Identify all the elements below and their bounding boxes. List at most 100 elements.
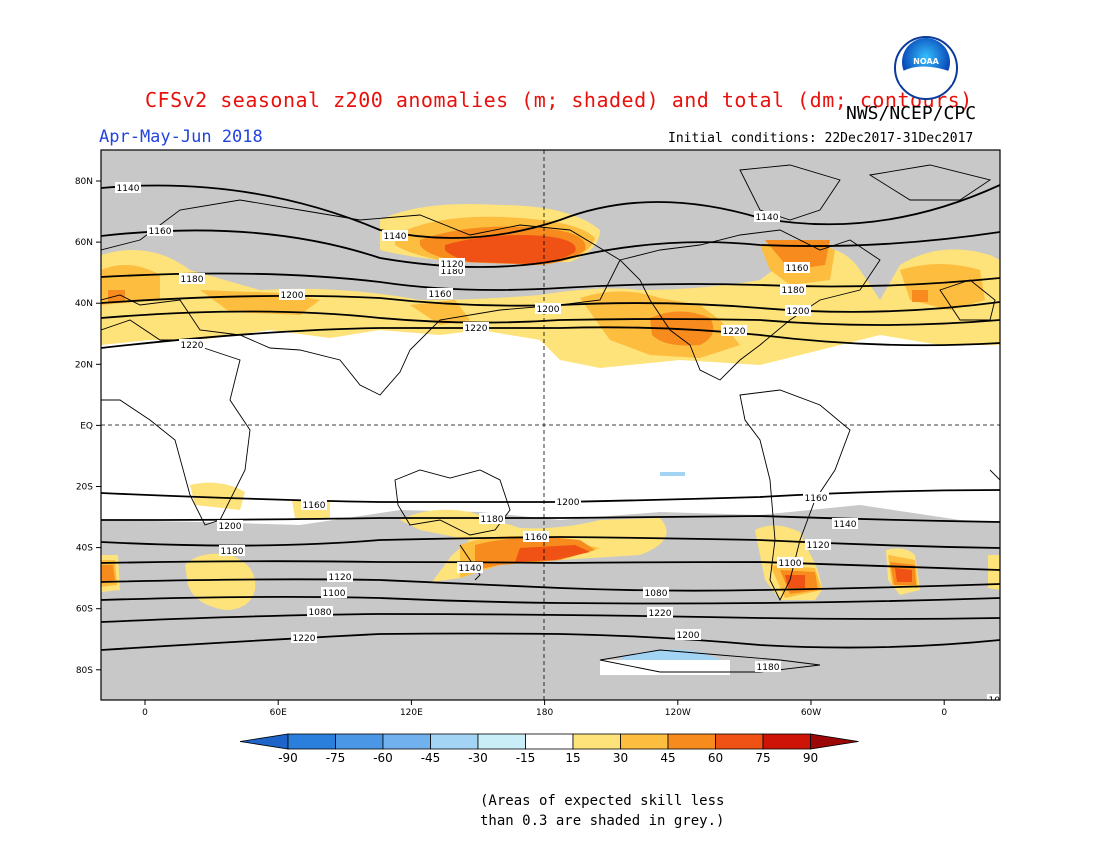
svg-text:1160: 1160: [149, 227, 172, 237]
lat-tick-label: 80N: [75, 177, 93, 187]
svg-text:1140: 1140: [384, 232, 407, 242]
svg-text:1100: 1100: [323, 589, 346, 599]
contour-label: 1220: [647, 607, 673, 619]
latitude-axis: 80N 60N 40N 20N EQ 20S 40S 60S 80S: [75, 177, 101, 676]
svg-text:1200: 1200: [281, 291, 304, 301]
svg-text:1120: 1120: [329, 573, 352, 583]
contour-label: 1160: [147, 225, 173, 237]
svg-text:1140: 1140: [459, 564, 482, 574]
svg-text:1200: 1200: [677, 631, 700, 641]
contour-label: 1120: [439, 258, 465, 270]
colorbar-label: -75: [326, 751, 346, 765]
svg-text:1220: 1220: [465, 324, 488, 334]
contour-label: 1180: [780, 284, 806, 296]
svg-text:1200: 1200: [787, 307, 810, 317]
colorbar: -90 -75 -60 -45 -30 -15 15 30 45 60 75 90: [239, 733, 859, 765]
contour-label: 1100: [777, 557, 803, 569]
svg-text:1140: 1140: [756, 213, 779, 223]
contour-label: 1200: [217, 520, 243, 532]
colorbar-arrow-right: [810, 733, 859, 750]
colorbar-segment: [525, 733, 574, 750]
svg-text:1160: 1160: [525, 533, 548, 543]
colorbar-label: -60: [373, 751, 393, 765]
contour-label: 1140: [754, 211, 780, 223]
colorbar-label: -90: [278, 751, 298, 765]
contour-label: 1140: [382, 230, 408, 242]
svg-text:1160: 1160: [303, 501, 326, 511]
colorbar-label: -15: [516, 751, 536, 765]
svg-text:1180: 1180: [481, 515, 504, 525]
longitude-axis: 0 60E 120E 180 120W 60W 0: [142, 700, 947, 718]
colorbar-label: 60: [708, 751, 723, 765]
svg-text:1200: 1200: [537, 305, 560, 315]
svg-text:1200: 1200: [557, 498, 580, 508]
contour-label: 1100: [321, 587, 347, 599]
lat-tick-label: 60N: [75, 238, 93, 248]
svg-text:1080: 1080: [645, 589, 668, 599]
forecast-period: Apr-May-Jun 2018: [99, 127, 263, 147]
contour-label: 1180: [179, 273, 205, 285]
initial-conditions: Initial conditions: 22Dec2017-31Dec2017: [668, 131, 974, 146]
contour-label: 1160: [301, 499, 327, 511]
svg-text:1180: 1180: [221, 547, 244, 557]
contour-label: 1180: [755, 661, 781, 673]
contour-label: 1160: [427, 288, 453, 300]
contour-label: 1200: [555, 496, 581, 508]
svg-text:1120: 1120: [807, 541, 830, 551]
colorbar-label: 75: [755, 751, 770, 765]
svg-text:1080: 1080: [989, 696, 1012, 706]
colorbar-segment: [477, 733, 526, 750]
logo-text: NOAA: [913, 57, 939, 66]
lat-tick-label: 20N: [75, 360, 93, 370]
contour-label: 1220: [291, 632, 317, 644]
svg-text:1200: 1200: [219, 522, 242, 532]
svg-text:1180: 1180: [782, 286, 805, 296]
svg-text:1100: 1100: [779, 559, 802, 569]
contour-label: 1220: [463, 322, 489, 334]
contour-label: 1140: [457, 562, 483, 574]
colorbar-segment: [762, 733, 811, 750]
colorbar-segment: [430, 733, 479, 750]
lat-tick-label: 60S: [76, 605, 93, 615]
colorbar-segment: [287, 733, 336, 750]
svg-text:1220: 1220: [181, 341, 204, 351]
svg-text:1220: 1220: [649, 609, 672, 619]
skill-note: (Areas of expected skill less than 0.3 a…: [480, 793, 725, 829]
contour-label: 1180: [479, 513, 505, 525]
noaa-logo: NOAA: [894, 36, 958, 100]
lon-tick-label: 180: [536, 708, 553, 718]
contour-label: 1080: [987, 694, 1012, 706]
contour-label: 1220: [179, 339, 205, 351]
contour-label: 1080: [643, 587, 669, 599]
colorbar-segment: [335, 733, 384, 750]
contour-label: 1080: [307, 606, 333, 618]
colorbar-segment: [382, 733, 431, 750]
lat-tick-label: 40N: [75, 299, 93, 309]
colorbar-label: 90: [803, 751, 818, 765]
lon-tick-label: 0: [941, 708, 947, 718]
colorbar-segment: [667, 733, 716, 750]
lon-tick-label: 60W: [801, 708, 821, 718]
svg-text:1160: 1160: [805, 494, 828, 504]
lat-tick-label: EQ: [80, 421, 93, 431]
lon-tick-label: 120W: [665, 708, 691, 718]
contour-label: 1220: [721, 325, 747, 337]
lon-tick-label: 0: [142, 708, 148, 718]
colorbar-label: 15: [565, 751, 580, 765]
contour-label: 1120: [327, 571, 353, 583]
contour-label: 1160: [784, 262, 810, 274]
svg-text:1140: 1140: [834, 520, 857, 530]
anomaly-60-75: [445, 235, 912, 588]
colorbar-arrow-left: [239, 733, 289, 750]
lat-tick-label: 40S: [76, 544, 93, 554]
contour-labels: 1140 1160 1180 1200 1220 1140 1180 1160 1200 1220…: [115, 182, 1012, 706]
contour-label: 1160: [523, 531, 549, 543]
colorbar-label: 45: [660, 751, 675, 765]
contour-label: 1140: [832, 518, 858, 530]
svg-text:1180: 1180: [181, 275, 204, 285]
colorbar-segment: [620, 733, 669, 750]
contour-label: 1140: [115, 182, 141, 194]
svg-text:1140: 1140: [117, 184, 140, 194]
contour-label: 1180: [219, 545, 245, 557]
